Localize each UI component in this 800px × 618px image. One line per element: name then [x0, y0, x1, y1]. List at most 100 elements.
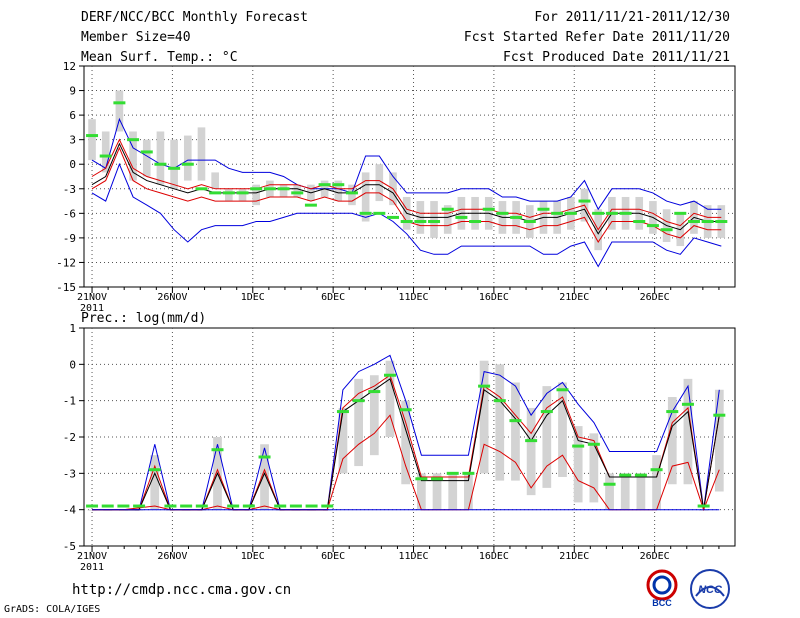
variable-name: Mean Surf. Temp.: °C	[81, 50, 238, 65]
ncc-logo-text: NCC	[698, 584, 723, 596]
x-tick-label: 26NOV	[157, 292, 187, 303]
x-tick-label: 26DEC	[640, 551, 670, 562]
spread-box	[197, 127, 206, 181]
grads-credit: GrADS: COLA/IGES	[4, 604, 101, 615]
series-line-min	[91, 162, 722, 268]
x-tick-label: 1DEC	[241, 292, 265, 303]
spread-box	[375, 164, 384, 202]
spread-box	[479, 360, 489, 474]
y-tick-label: 0	[69, 158, 76, 171]
spread-box	[170, 139, 178, 189]
y-tick-label: 6	[69, 109, 76, 122]
spread-box	[558, 382, 567, 477]
bcc-logo-text: BCC	[652, 598, 672, 608]
x-tick-label: 11DEC	[398, 292, 428, 303]
y-tick-label: -4	[63, 504, 77, 517]
bcc-logo: BCC	[646, 569, 678, 608]
spread-box	[464, 473, 473, 510]
x-tick-label: 6DEC	[321, 292, 345, 303]
plot-frame	[83, 65, 736, 288]
source-url[interactable]: http://cmdp.ncc.cma.gov.cn	[72, 582, 292, 598]
series-line-mean+sd	[91, 138, 722, 231]
spread-box	[526, 407, 536, 496]
spread-box	[279, 184, 288, 197]
spread-box	[150, 455, 160, 510]
y-tick-label: -6	[63, 207, 76, 220]
spread-box	[334, 180, 343, 202]
x-tick-label: 21DEC	[559, 292, 589, 303]
x-year-label: 2011	[80, 562, 104, 573]
spread-box	[443, 205, 452, 234]
x-tick-label: 16DEC	[479, 292, 509, 303]
x-tick-label: 11DEC	[398, 551, 428, 562]
bcc-logo-core	[652, 575, 672, 595]
y-tick-label: 3	[69, 134, 76, 147]
spread-box	[101, 131, 110, 173]
ncc-logo: NCC	[690, 569, 730, 609]
spread-box	[714, 389, 724, 492]
spread-box	[183, 135, 192, 181]
y-tick-label: -12	[56, 256, 76, 269]
ncc-logo-ring	[690, 569, 730, 609]
spread-box	[354, 378, 363, 467]
spread-box	[260, 444, 269, 510]
x-tick-label: 6DEC	[321, 551, 345, 562]
spread-box	[338, 407, 348, 474]
spread-box	[115, 90, 124, 132]
spread-box	[542, 386, 552, 488]
spread-box	[88, 119, 96, 161]
header-left: DERF/NCC/BCC Monthly Forecast Member Siz…	[81, 9, 308, 69]
spread-box	[211, 172, 219, 189]
bcc-logo-ring	[646, 569, 678, 601]
y-tick-label: -5	[63, 540, 76, 553]
x-tick-label: 26NOV	[157, 551, 187, 562]
spread-box	[129, 131, 137, 181]
x-tick-label: 21NOV	[77, 551, 107, 562]
produced-date: Fcst Produced Date 2011/11/21	[503, 50, 730, 65]
spread-box	[620, 473, 630, 510]
forecast-period: For 2011/11/21-2011/12/30	[534, 10, 730, 25]
x-tick-label: 16DEC	[479, 551, 509, 562]
spread-box	[605, 473, 614, 510]
spread-box	[293, 184, 302, 197]
x-tick-label: 1DEC	[241, 551, 265, 562]
y-tick-label: -3	[63, 467, 76, 480]
spread-box	[430, 201, 438, 238]
spread-box	[511, 382, 520, 481]
x-tick-label: 21NOV	[77, 292, 107, 303]
y-tick-label: 1	[69, 322, 76, 335]
series-line-max	[91, 117, 722, 211]
spread-box	[252, 184, 261, 206]
start-date: Fcst Started Refer Date 2011/11/20	[463, 30, 730, 45]
spread-box	[225, 188, 233, 202]
spread-box	[448, 473, 458, 510]
y-tick-label: -2	[63, 431, 76, 444]
spread-box	[369, 375, 379, 456]
spread-box	[667, 397, 677, 485]
y-tick-label: 0	[69, 358, 76, 371]
header-right: For 2011/11/21-2011/12/30 Fcst Started R…	[464, 9, 730, 69]
spread-box	[573, 426, 583, 503]
spread-box	[156, 131, 165, 185]
spread-box	[636, 473, 646, 510]
x-year-label: 2011	[80, 303, 104, 314]
y-tick-label: 9	[69, 85, 76, 98]
ncc-logo-arc	[695, 586, 725, 597]
member-size: Member Size=40	[81, 30, 191, 45]
spread-box	[361, 172, 370, 222]
spread-box	[348, 184, 356, 206]
spread-box	[238, 188, 247, 202]
y-tick-label: -3	[63, 183, 76, 196]
y-tick-label: 12	[63, 60, 76, 73]
y-tick-label: -1	[63, 395, 76, 408]
y-tick-label: -15	[56, 281, 76, 294]
x-tick-label: 21DEC	[559, 551, 589, 562]
precip-title: Prec.: log(mm/d)	[81, 311, 206, 326]
spread-box	[385, 360, 395, 437]
spread-box	[432, 473, 442, 510]
spread-box	[416, 473, 426, 510]
spread-box	[142, 139, 151, 177]
